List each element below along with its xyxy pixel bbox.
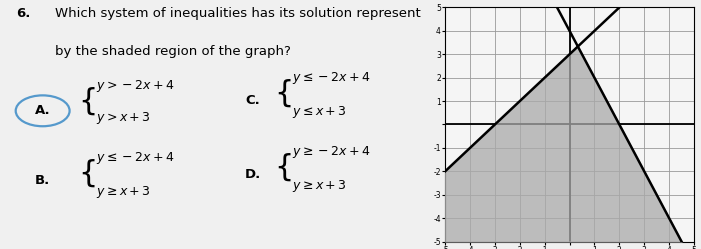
Text: by the shaded region of the graph?: by the shaded region of the graph? bbox=[55, 45, 291, 58]
Text: $y > x + 3$: $y > x + 3$ bbox=[96, 110, 151, 126]
Text: {: { bbox=[79, 86, 98, 115]
Text: C.: C. bbox=[245, 94, 260, 107]
Text: 6.: 6. bbox=[15, 7, 30, 20]
Text: $y > -2x + 4$: $y > -2x + 4$ bbox=[96, 78, 175, 94]
Text: D.: D. bbox=[245, 168, 261, 181]
Text: Which system of inequalities has its solution represent: Which system of inequalities has its sol… bbox=[55, 7, 421, 20]
Text: A.: A. bbox=[35, 104, 50, 117]
Text: {: { bbox=[274, 152, 294, 181]
Text: {: { bbox=[274, 79, 294, 108]
Text: $y \geq x + 3$: $y \geq x + 3$ bbox=[292, 178, 346, 193]
Text: B.: B. bbox=[35, 174, 50, 187]
Text: $y \geq x + 3$: $y \geq x + 3$ bbox=[96, 184, 151, 200]
Text: $y \geq -2x + 4$: $y \geq -2x + 4$ bbox=[292, 144, 370, 160]
Text: $y \leq -2x + 4$: $y \leq -2x + 4$ bbox=[292, 70, 370, 86]
Text: $y \leq x + 3$: $y \leq x + 3$ bbox=[292, 104, 346, 120]
Text: {: { bbox=[79, 159, 98, 187]
Text: $y \leq -2x + 4$: $y \leq -2x + 4$ bbox=[96, 150, 175, 166]
